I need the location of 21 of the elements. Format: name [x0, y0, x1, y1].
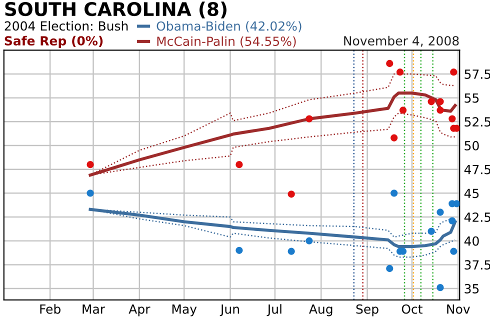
y-tick-label: 50 [464, 140, 479, 150]
x-tick-label: Apr [128, 304, 150, 316]
x-tick-label: Aug [309, 304, 332, 316]
y-tick-label: 40 [464, 236, 479, 246]
chart-subtitle: 2004 Election: Bush [4, 21, 128, 31]
y-tick-label: 45 [464, 188, 479, 198]
x-tick-label: Mar [82, 304, 106, 314]
x-tick-label: Sep [356, 304, 378, 316]
y-tick-label: 55 [464, 93, 479, 103]
x-tick-label: Nov [447, 304, 470, 314]
legend-label: Obama-Biden (42.02%) [156, 21, 302, 32]
text: November 4, 2008 [344, 36, 459, 47]
x-tick-label: Feb [40, 304, 60, 314]
x-tick-label: May [172, 304, 197, 316]
x-tick-label: Oct [402, 304, 422, 314]
y-tick-label: 35 [464, 284, 479, 294]
legend-label: McCain-Palin (54.55%) [157, 36, 296, 48]
x-tick-label: Jun [220, 304, 239, 316]
x-tick-label: Jul [266, 304, 282, 316]
text: Safe Rep (0%) [4, 36, 103, 48]
chart-title: SOUTH CAROLINA (8) [5, 2, 226, 18]
